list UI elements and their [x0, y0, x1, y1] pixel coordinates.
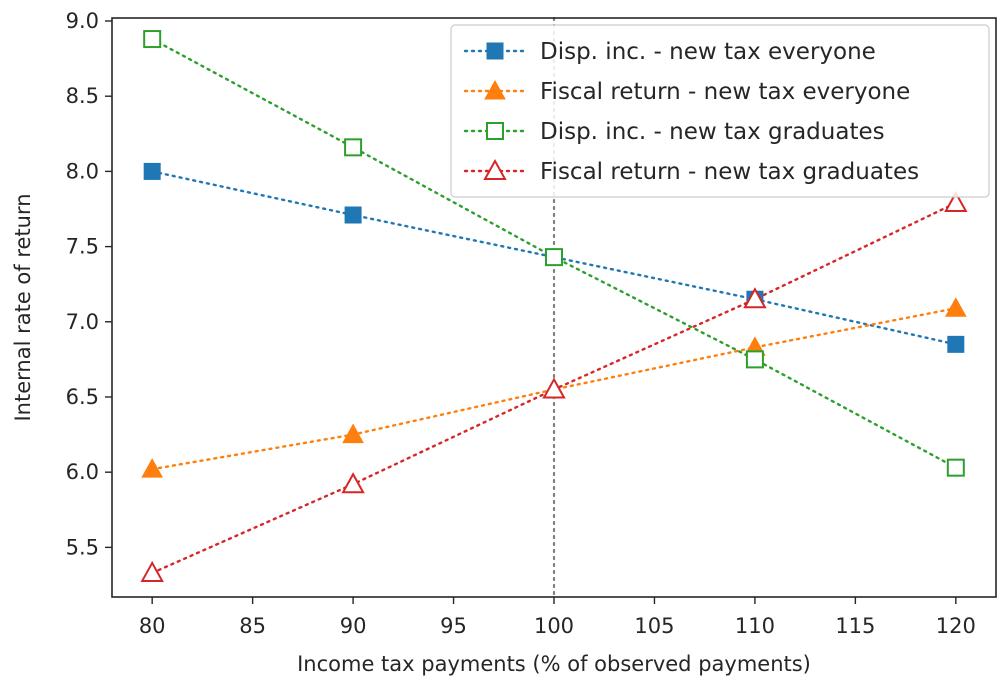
x-tick-label: 95	[440, 614, 467, 638]
series-line	[150, 307, 958, 471]
x-tick-label: 100	[534, 614, 574, 638]
legend-item-1: Disp. inc. - new tax everyone	[463, 39, 876, 65]
y-tick-label: 5.5	[66, 535, 99, 559]
legend-label: Fiscal return - new tax everyone	[540, 79, 910, 105]
data-point	[143, 162, 161, 180]
legend-marker	[484, 79, 506, 100]
data-point	[344, 138, 363, 157]
y-tick-label: 6.0	[66, 460, 99, 484]
series-3	[143, 30, 965, 477]
y-tick-label: 7.5	[66, 235, 99, 259]
legend-item-3: Disp. inc. - new tax graduates	[463, 119, 885, 145]
data-point	[344, 206, 362, 224]
legend-label: Disp. inc. - new tax everyone	[540, 39, 876, 65]
legend-marker	[483, 158, 507, 180]
data-point	[947, 335, 965, 353]
data-point	[341, 472, 365, 494]
series-layer	[140, 30, 968, 582]
x-axis-ticks: 80 85 90 95 100 105 110 115 120	[139, 597, 976, 638]
y-axis-ticks: 5.5 6.0 6.5 7.0 7.5 8.0 8.5 9.0	[66, 9, 112, 559]
y-tick-label: 8.5	[66, 84, 99, 108]
legend-marker	[486, 42, 504, 60]
x-axis-label: Income tax payments (% of observed payme…	[297, 652, 811, 676]
data-point	[545, 248, 563, 267]
legend-marker	[486, 122, 504, 140]
y-tick-label: 6.5	[66, 385, 99, 409]
data-point	[141, 458, 164, 478]
data-point	[143, 30, 162, 49]
x-tick-label: 120	[936, 614, 976, 638]
series-4	[140, 190, 968, 582]
y-tick-label: 8.0	[66, 159, 99, 183]
legend-box	[450, 24, 990, 198]
data-point	[944, 297, 967, 317]
data-point	[944, 190, 968, 212]
data-point	[342, 423, 364, 444]
x-tick-label: 115	[835, 614, 875, 638]
data-point	[946, 458, 965, 477]
x-tick-label: 80	[139, 614, 166, 638]
y-tick-label: 9.0	[66, 9, 99, 33]
x-tick-label: 85	[239, 614, 266, 638]
legend-items: Disp. inc. - new tax everyone Fiscal retu…	[463, 39, 919, 185]
data-point	[140, 560, 164, 582]
legend-item-2: Fiscal return - new tax everyone	[463, 79, 910, 105]
legend-label: Disp. inc. - new tax graduates	[540, 119, 885, 145]
legend: Disp. inc. - new tax everyone Fiscal retu…	[450, 24, 990, 198]
data-point	[542, 377, 566, 399]
x-tick-label: 90	[340, 614, 367, 638]
x-tick-label: 110	[735, 614, 775, 638]
data-point	[743, 287, 767, 309]
y-axis-label: Internal rate of return	[11, 193, 35, 421]
x-tick-label: 105	[634, 614, 674, 638]
y-tick-label: 7.0	[66, 310, 99, 334]
legend-label: Fiscal return - new tax graduates	[540, 159, 919, 185]
data-point	[745, 350, 764, 369]
legend-item-4: Fiscal return - new tax graduates	[463, 158, 919, 185]
